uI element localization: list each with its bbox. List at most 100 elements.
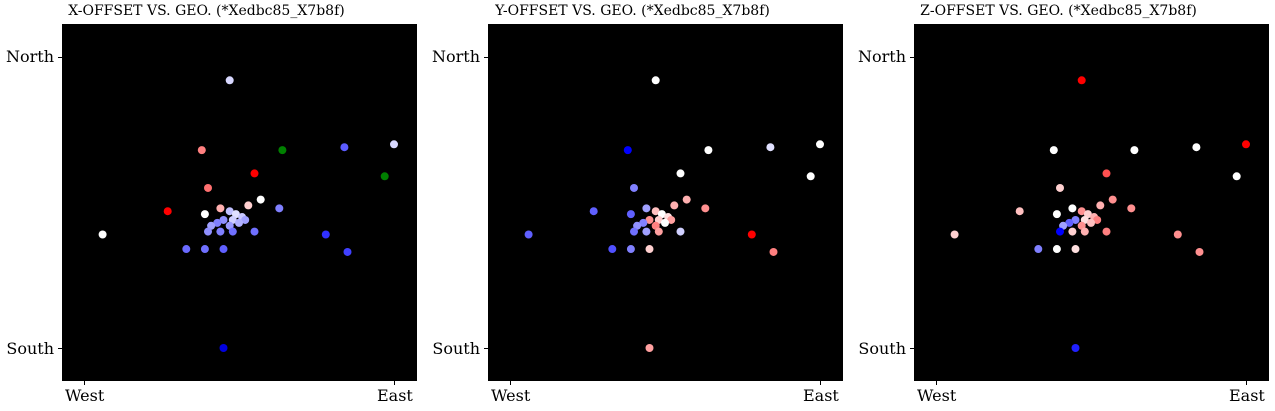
scatter-point-11 (244, 201, 253, 210)
scatter-point-13 (701, 204, 710, 213)
x-tickmark-west (84, 381, 85, 385)
scatter-point-31 (1052, 245, 1061, 254)
scatter-point-33 (1195, 247, 1204, 256)
scatter-point-12 (256, 195, 265, 204)
scatter-point-20 (645, 215, 654, 224)
scatter-point-9 (524, 230, 533, 239)
plot-area (488, 24, 843, 381)
x-tick-west: West (917, 386, 957, 405)
scatter-point-0 (1077, 76, 1086, 85)
scatter-point-21 (1065, 218, 1074, 227)
scatter-point-2 (278, 146, 287, 155)
y-tickmark-south (910, 348, 914, 349)
scatter-point-26 (630, 227, 638, 236)
scatter-point-21 (213, 218, 222, 227)
scatter-point-23 (1087, 218, 1095, 227)
chart-title: Z-OFFSET VS. GEO. (*Xedbc85_X7b8f) (920, 3, 1197, 19)
x-tick-west: West (491, 386, 531, 405)
y-tick-south: South (432, 339, 480, 358)
scatter-point-21 (639, 218, 648, 227)
scatter-point-18 (241, 215, 250, 224)
scatter-point-7 (1056, 183, 1064, 192)
y-tick-north: North (431, 47, 480, 66)
x-tick-east: East (1229, 386, 1265, 405)
scatter-point-5 (676, 169, 685, 178)
y-tick-north: North (5, 47, 54, 66)
scatter-point-10 (1068, 204, 1077, 213)
y-tickmark-south (484, 348, 488, 349)
scatter-point-28 (250, 227, 259, 236)
scatter-point-25 (642, 227, 651, 236)
scatter-point-27 (654, 227, 663, 236)
scatter-point-30 (182, 245, 191, 254)
chart-panel-y-offset: Y-OFFSET VS. GEO. (*Xedbc85_X7b8f) North… (426, 0, 846, 411)
scatter-point-6 (380, 172, 389, 181)
scatter-point-29 (1173, 230, 1182, 239)
scatter-point-15 (225, 207, 234, 216)
chart-panel-x-offset: X-OFFSET VS. GEO. (*Xedbc85_X7b8f) North… (0, 0, 420, 411)
x-tickmark-west (510, 381, 511, 385)
scatter-point-28 (676, 227, 685, 236)
scatter-point-14 (200, 210, 209, 219)
y-tick-north: North (857, 47, 906, 66)
scatter-point-30 (1034, 245, 1043, 254)
scatter-point-25 (216, 227, 225, 236)
scatter-point-3 (766, 143, 775, 152)
scatter-point-6 (806, 172, 815, 181)
scatter-point-11 (1096, 201, 1105, 210)
scatter-point-4 (816, 140, 824, 149)
scatter-point-12 (682, 195, 691, 204)
scatter-point-32 (219, 245, 228, 254)
x-tick-east: East (377, 386, 413, 405)
scatter-point-2 (1130, 146, 1139, 155)
scatter-point-20 (1071, 215, 1080, 224)
x-tick-east: East (803, 386, 839, 405)
scatter-point-25 (1068, 227, 1077, 236)
scatter-point-23 (661, 218, 669, 227)
scatter-point-10 (642, 204, 651, 213)
scatter-point-15 (651, 207, 660, 216)
scatter-point-20 (219, 215, 228, 224)
scatter-point-27 (1080, 227, 1089, 236)
scatter-point-34 (1071, 344, 1080, 352)
scatter-point-7 (204, 183, 212, 192)
scatter-point-0 (651, 76, 660, 85)
scatter-point-9 (98, 230, 107, 239)
y-tick-south: South (858, 339, 906, 358)
x-tick-west: West (65, 386, 105, 405)
scatter-point-1 (197, 146, 206, 155)
scatter-point-11 (670, 201, 679, 210)
scatter-point-18 (1093, 215, 1102, 224)
scatter-point-32 (645, 245, 654, 254)
y-tickmark-north (484, 57, 488, 58)
scatter-points (524, 76, 824, 352)
x-tickmark-west (936, 381, 937, 385)
chart-panel-z-offset: Z-OFFSET VS. GEO. (*Xedbc85_X7b8f) North… (852, 0, 1272, 411)
scatter-point-28 (1102, 227, 1111, 236)
scatter-point-4 (1242, 140, 1250, 149)
x-tickmark-east (394, 381, 395, 385)
x-tickmark-east (820, 381, 821, 385)
scatter-point-26 (1056, 227, 1064, 236)
scatter-point-9 (950, 230, 959, 239)
y-tick-south: South (6, 339, 54, 358)
scatter-point-4 (390, 140, 398, 149)
scatter-point-14 (1052, 210, 1061, 219)
y-tickmark-south (58, 348, 62, 349)
scatter-point-31 (200, 245, 209, 254)
y-tickmark-north (58, 57, 62, 58)
x-tickmark-east (1246, 381, 1247, 385)
scatter-point-14 (626, 210, 635, 219)
scatter-point-6 (1232, 172, 1241, 181)
scatter-point-30 (608, 245, 617, 254)
chart-title: X-OFFSET VS. GEO. (*Xedbc85_X7b8f) (68, 3, 345, 19)
scatter-point-1 (1049, 146, 1058, 155)
scatter-point-29 (321, 230, 330, 239)
scatter-point-29 (747, 230, 756, 239)
chart-title: Y-OFFSET VS. GEO. (*Xedbc85_X7b8f) (495, 3, 770, 19)
scatter-point-8 (163, 207, 172, 216)
scatter-point-18 (667, 215, 676, 224)
scatter-points (98, 76, 398, 352)
scatter-point-13 (275, 204, 284, 213)
scatter-point-5 (250, 169, 259, 178)
